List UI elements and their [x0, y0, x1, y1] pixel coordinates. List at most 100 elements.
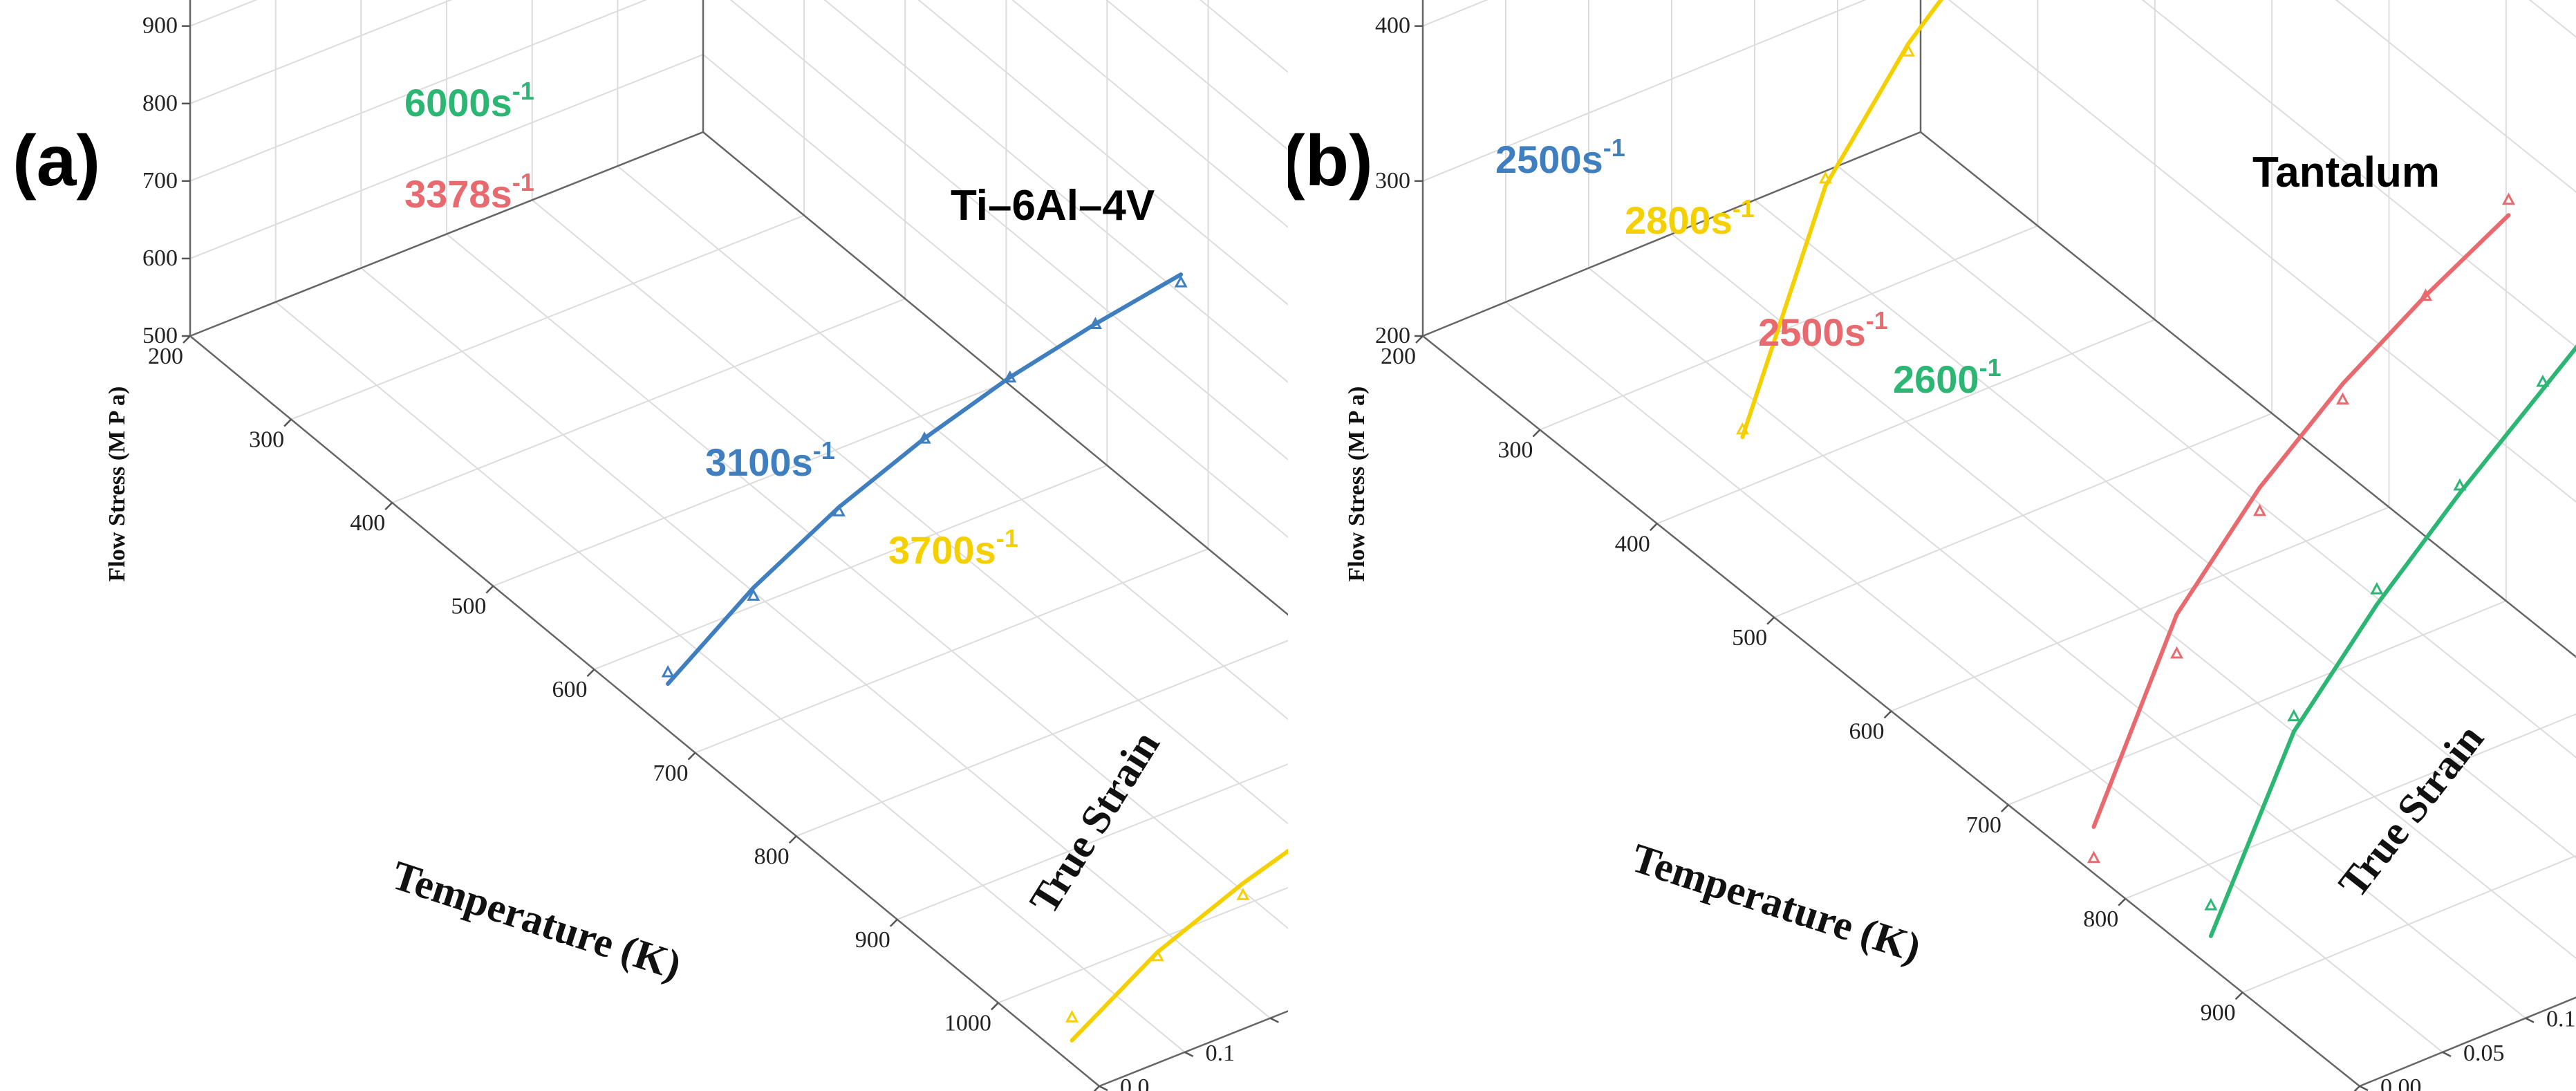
z-tick-label: 600 [142, 245, 178, 271]
x-tick-label: 600 [1849, 719, 1885, 745]
grid-line [729, 0, 1288, 461]
series-rate-label: 3100s-1 [705, 436, 835, 484]
series-exp-marker [2370, 581, 2384, 595]
x-tick-mark [183, 335, 191, 344]
z-tick-label: 200 [1375, 323, 1410, 348]
grid-line [703, 0, 1288, 30]
y-tick-label: 0.00 [2380, 1074, 2422, 1091]
z-axis-title: Flow Stress (M P a) [1344, 386, 1370, 582]
grid-line [1837, 165, 2576, 758]
grid-line [1754, 199, 2576, 859]
x-tick-label: 600 [552, 677, 587, 702]
series-exp-marker [2419, 288, 2433, 301]
series-exp-marker [2253, 503, 2267, 516]
x-tick-mark [2118, 897, 2127, 906]
material-label: Ti–6Al–4V [951, 182, 1155, 230]
series-exp-marker [1236, 888, 1250, 900]
x-tick-mark [1766, 616, 1775, 625]
grid-line [1505, 301, 2443, 1053]
grid-line [1948, 0, 2576, 503]
series-fit-line [1740, 0, 1944, 440]
x-tick-label: 400 [350, 510, 385, 536]
series-exp-marker [2502, 192, 2516, 205]
z-axis-title: Flow Stress (M P a) [104, 386, 130, 582]
panel-label: (a) [12, 121, 100, 201]
x-tick-mark [1883, 710, 1892, 719]
y-tick-label: 0.05 [2463, 1041, 2505, 1066]
grid-line [360, 267, 1271, 1019]
z-tick-label: 400 [1375, 13, 1410, 39]
x-tick-mark [889, 919, 898, 927]
series-exp-marker [2087, 850, 2101, 864]
grid-line [702, 131, 1288, 616]
series-fit-line [666, 272, 1184, 686]
grid-line [1105, 0, 1288, 151]
series-exp-marker [1150, 949, 1164, 962]
x-axis-title: Temperature (K) [386, 852, 687, 988]
series-exp-marker [2536, 374, 2550, 387]
x-tick-label: 400 [1615, 531, 1650, 557]
grid-line [1588, 267, 2526, 1019]
series-fit-line [2091, 213, 2511, 829]
y-tick-label: 0.0 [1120, 1074, 1150, 1091]
series-exp-marker [917, 431, 931, 444]
series-rate-label: 2500s-1 [1495, 133, 1625, 181]
axis-edge [189, 335, 1100, 1087]
grid-line [917, 0, 1288, 306]
y-axis-title: True Strain [2330, 716, 2492, 906]
grid-line [702, 54, 1288, 539]
series-exp-marker [1901, 44, 1915, 57]
grid-line [1671, 233, 2576, 960]
y-tick-mark [1184, 1051, 1194, 1057]
series-exp-marker [2287, 709, 2301, 722]
series-fit-line [2208, 344, 2576, 938]
x-tick-label: 800 [754, 843, 790, 869]
series-rate-label: 2600-1 [1893, 353, 2001, 401]
grid-line [1921, 0, 2576, 107]
panel-b-chart: 2003004005006007008002003004005006007008… [1288, 0, 2576, 1091]
grid-line [446, 233, 1288, 929]
series-rate-label: 2800s-1 [1625, 194, 1755, 242]
z-tick-label: 300 [1375, 168, 1410, 194]
grid-line [532, 199, 1288, 825]
grid-line [702, 131, 1288, 616]
x-tick-label: 700 [653, 761, 689, 786]
grid-line [703, 0, 1288, 107]
series-exp-marker [661, 665, 675, 678]
x-tick-label: 800 [2083, 906, 2118, 932]
grid-line [1011, 0, 1288, 228]
x-tick-mark [1649, 523, 1658, 532]
series-exp-marker [2453, 478, 2467, 491]
x-tick-label: 300 [1497, 438, 1533, 463]
x-axis-title: Temperature (K) [1626, 834, 1926, 971]
y-tick-mark [1099, 1085, 1108, 1091]
series-rate-label: 6000s-1 [404, 77, 534, 124]
x-tick-mark [586, 669, 595, 678]
x-tick-label: 500 [1732, 625, 1767, 651]
x-tick-mark [991, 1002, 999, 1011]
grid-line [823, 0, 1288, 384]
panel-a-chart: 5006007008009001000110012001300140015001… [12, 0, 1288, 1091]
series-exp-marker [747, 588, 760, 601]
series-exp-marker [1065, 1010, 1079, 1023]
series-exp-marker [1818, 171, 1832, 184]
series-exp-marker [1088, 317, 1102, 330]
x-tick-mark [1532, 429, 1541, 438]
x-tick-label: 900 [855, 927, 890, 953]
y-tick-mark [2442, 1051, 2452, 1057]
x-tick-mark [788, 835, 797, 844]
x-tick-label: 700 [1966, 812, 2001, 838]
grid-line [275, 301, 1186, 1053]
grid-line [617, 165, 1288, 720]
series-rate-label: 2500s-1 [1758, 306, 1888, 354]
panel-label: (b) [1288, 121, 1373, 201]
series-exp-marker [2336, 392, 2350, 405]
x-tick-mark [384, 502, 393, 510]
material-label: Tantalum [2252, 149, 2440, 196]
x-tick-mark [2234, 991, 2243, 1000]
axis-edge [189, 131, 704, 337]
x-tick-mark [485, 585, 494, 594]
y-tick-label: 0.10 [2546, 1007, 2576, 1032]
z-tick-label: 900 [142, 13, 178, 39]
